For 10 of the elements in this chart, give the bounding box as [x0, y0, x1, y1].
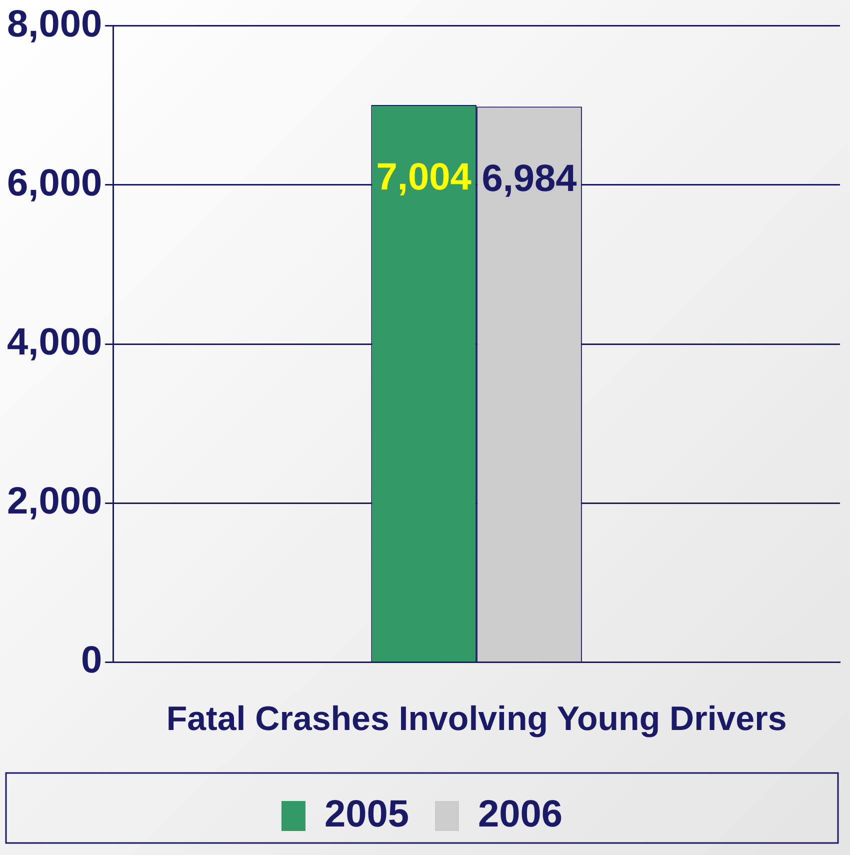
y-tick-label: 2,000: [7, 480, 102, 523]
x-tick-label: Fatal Crashes Involving Young Drivers: [166, 700, 787, 738]
y-tick-label: 0: [80, 640, 102, 682]
legend-label: 2005: [324, 793, 410, 836]
text: 6,984: [482, 158, 577, 200]
legend-label: 2006: [478, 793, 563, 836]
y-tick-label: 6,000: [7, 162, 102, 204]
y-tick-label: 8,000: [7, 3, 102, 46]
y-tick-label: 4,000: [7, 321, 102, 364]
text: 7,004: [376, 156, 472, 199]
